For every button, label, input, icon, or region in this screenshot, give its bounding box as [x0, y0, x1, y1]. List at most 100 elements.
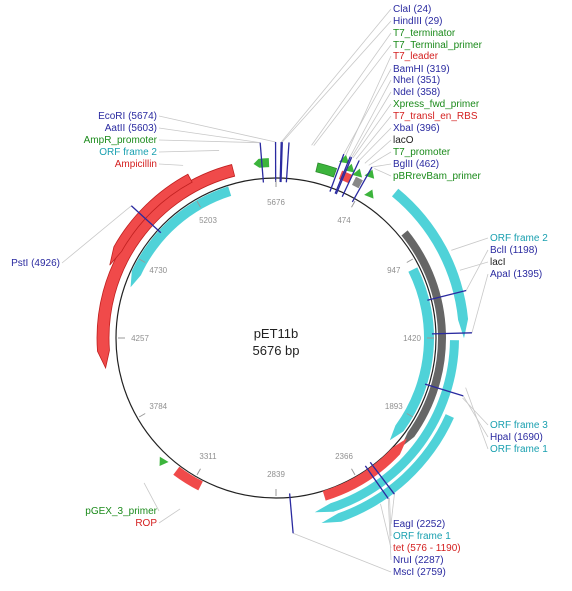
feature-label: lacO — [393, 135, 414, 146]
site-tick — [279, 142, 282, 183]
feature-label: AmpR_promoter — [84, 135, 158, 146]
position-tick — [406, 413, 414, 418]
feature-label: PstI (4926) — [11, 258, 60, 269]
label-connector — [390, 494, 395, 525]
feature-label: lacI — [490, 257, 506, 268]
laco-box — [351, 176, 363, 189]
label-connector — [61, 205, 132, 264]
label-connector — [352, 103, 392, 159]
feature-label: ApaI (1395) — [490, 269, 542, 280]
position-tick — [196, 200, 201, 208]
position-tick-label: 947 — [387, 266, 401, 275]
label-connector — [355, 115, 392, 160]
site-tick — [424, 383, 464, 397]
orf-frame-2-right-arc — [391, 188, 469, 339]
label-connector — [471, 273, 489, 333]
feature-label: ClaI (24) — [393, 4, 431, 15]
primer-arrow — [364, 169, 375, 179]
feature-label: EagI (2252) — [393, 519, 445, 530]
feature-labels: ClaI (24)HindIII (29)T7_terminatorT7_Ter… — [11, 4, 548, 578]
position-tick-label: 5203 — [199, 216, 217, 225]
label-connector — [451, 237, 489, 251]
feature-label: T7_Terminal_primer — [393, 40, 483, 51]
feature-arcs — [96, 154, 469, 523]
position-tick-label: 1420 — [403, 334, 421, 343]
feature-label: HpaI (1690) — [490, 432, 543, 443]
label-connector — [343, 68, 392, 155]
feature-label: ORF frame 1 — [393, 531, 451, 542]
site-markers — [130, 141, 472, 534]
feature-label: AatII (5603) — [105, 123, 157, 134]
label-connector — [387, 498, 392, 561]
laci-arc — [400, 230, 446, 448]
primer-arrow — [352, 168, 363, 178]
label-connector — [380, 503, 392, 549]
orf-frame-3-arc — [389, 267, 434, 441]
site-tick — [285, 142, 290, 183]
label-connector — [374, 168, 392, 177]
ampicillin-arc — [96, 164, 236, 370]
rop-box — [173, 466, 203, 491]
label-connector — [371, 163, 392, 168]
primer-arrow — [364, 189, 374, 199]
position-tick-label: 3784 — [149, 402, 167, 411]
plasmid-name: pET11b — [254, 326, 299, 341]
site-tick — [288, 493, 294, 534]
label-connector — [349, 79, 392, 157]
feature-label: pBRrevBam_primer — [393, 171, 481, 182]
feature-label: T7_terminator — [393, 28, 456, 39]
label-connector — [462, 395, 489, 438]
position-tick-label: 4257 — [131, 334, 149, 343]
position-tick-label: 1893 — [385, 402, 403, 411]
label-connector — [459, 261, 489, 271]
position-tick-label: 5676 — [267, 198, 285, 207]
label-connector — [389, 497, 392, 537]
position-tick-label: 2366 — [335, 452, 353, 461]
position-ticks: 5676 474 947 1420 1893 2366 2839 3311 3784 4257 47… — [118, 180, 434, 496]
feature-label: NdeI (358) — [393, 87, 440, 98]
label-connector — [281, 20, 392, 143]
site-tick — [364, 465, 389, 500]
tet-arc — [322, 438, 407, 501]
feature-label: pGEX_3_primer — [85, 506, 157, 517]
site-tick — [369, 461, 395, 495]
feature-label: ORF frame 1 — [490, 444, 548, 455]
position-tick — [138, 413, 146, 418]
site-tick — [341, 160, 360, 198]
feature-label: MscI (2759) — [393, 567, 446, 578]
feature-label: T7_transl_en_RBS — [393, 111, 478, 122]
label-connector — [351, 91, 392, 158]
feature-label: NheI (351) — [393, 75, 440, 86]
label-connector — [143, 482, 160, 512]
label-connector — [158, 163, 184, 166]
label-connector — [280, 8, 392, 143]
feature-label: BglII (462) — [393, 159, 439, 170]
feature-label: BclI (1198) — [490, 245, 538, 256]
label-connector — [462, 397, 489, 426]
label-connector — [292, 532, 392, 573]
site-tick — [427, 289, 467, 301]
plasmid-length: 5676 bp — [253, 343, 300, 358]
primer-arrow — [344, 163, 355, 173]
feature-label: ORF frame 2 — [490, 233, 548, 244]
label-connectors — [61, 8, 489, 573]
feature-label: T7_leader — [393, 51, 439, 62]
position-tick-label: 474 — [337, 216, 351, 225]
site-tick — [334, 156, 351, 194]
label-connector — [158, 115, 276, 143]
position-tick — [138, 258, 146, 263]
label-connector — [368, 151, 392, 166]
site-tick — [351, 166, 373, 203]
ampicillin-outer-arc — [109, 173, 193, 266]
feature-label: ORF frame 3 — [490, 420, 548, 431]
site-tick — [329, 153, 345, 192]
label-connector — [311, 32, 392, 146]
feature-label: ROP — [135, 518, 157, 529]
feature-label: Xpress_fwd_primer — [393, 99, 480, 110]
t7-terminator-box — [315, 162, 338, 178]
site-tick — [431, 332, 472, 335]
feature-label: EcoRI (5674) — [98, 111, 157, 122]
position-tick — [406, 258, 414, 263]
position-tick-label: 4730 — [149, 266, 167, 275]
